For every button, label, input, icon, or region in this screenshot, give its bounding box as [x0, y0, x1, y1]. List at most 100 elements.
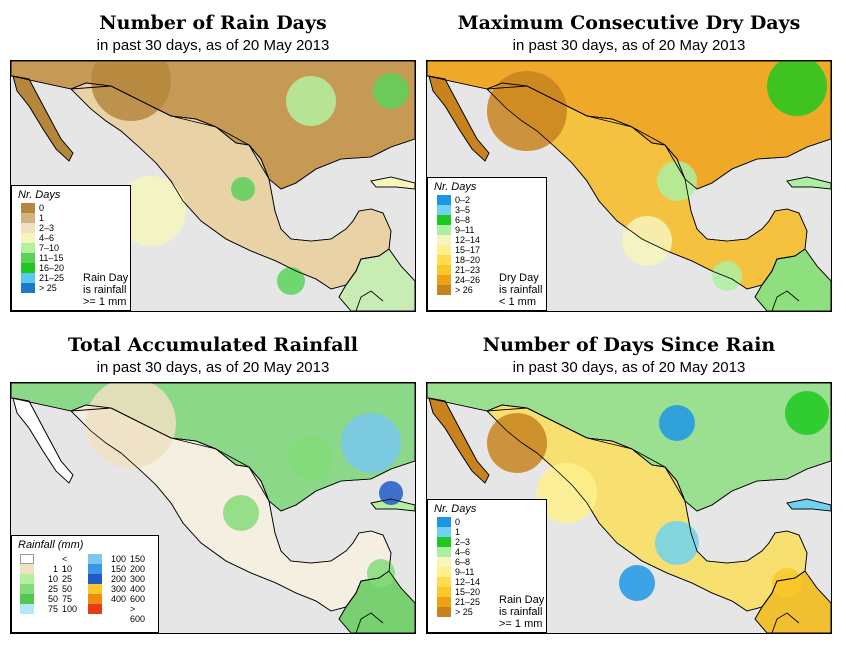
state-border: [771, 612, 800, 633]
legend-label: 21–25: [39, 273, 65, 283]
panel-rain-days: Number of Rain Days in past 30 days, as …: [10, 12, 416, 312]
legend-range-low: 25: [47, 584, 58, 594]
legend-swatch: [437, 517, 451, 527]
legend-range-high: 600: [130, 594, 146, 604]
data-cluster: [231, 177, 255, 201]
legend-range-low: 300: [110, 584, 126, 594]
coastline: [486, 82, 808, 290]
legend-item: 0–2: [428, 195, 546, 205]
legend-item: 18–20: [428, 255, 546, 265]
legend-swatch: [437, 285, 451, 295]
legend-label: 12–14: [455, 235, 481, 245]
legend-title: Nr. Days: [434, 181, 477, 193]
legend-item: 24–26: [428, 275, 546, 285]
note-line: >= 1 mm: [499, 618, 543, 630]
legend-label: 12–14: [455, 577, 481, 587]
region-baja: [12, 75, 74, 162]
coastline: [70, 404, 392, 612]
data-cluster: [657, 161, 697, 201]
state-border: [761, 255, 796, 286]
legend-item: 2–3: [428, 537, 546, 547]
map-since-rain[interactable]: Nr. Days 0 1 2–3 4–6 6–8 9–11 12–14 15–20 21–25 >…: [426, 382, 832, 634]
legend-swatch: [437, 195, 451, 205]
legend-swatch: [20, 604, 34, 614]
legend-swatch: [20, 564, 34, 574]
data-cluster: [223, 495, 259, 531]
panel-title: Total Accumulated Rainfall: [68, 334, 358, 356]
map-borders: [427, 383, 831, 633]
legend-label: 0: [39, 203, 45, 213]
legend-label: > 26: [455, 285, 473, 295]
coastline: [12, 397, 74, 484]
state-border: [345, 577, 380, 608]
map-land: [11, 61, 415, 311]
data-cluster: [487, 71, 567, 151]
data-cluster: [379, 481, 403, 505]
note-line: Dry Day: [499, 272, 539, 284]
legend-title: Nr. Days: [18, 189, 61, 201]
panel-total-rain: Total Accumulated Rainfall in past 30 da…: [10, 334, 416, 634]
legend-item: 21–23: [428, 265, 546, 275]
legend-item: 1: [12, 213, 130, 223]
legend-item: 21–25: [12, 273, 130, 283]
data-cluster: [712, 261, 742, 291]
legend-swatch: [20, 584, 34, 594]
legend-range-low: 400: [110, 594, 126, 604]
legend-range-high: 75: [62, 594, 73, 604]
legend-swatch: [437, 527, 451, 537]
panel-subtitle: in past 30 days, as of 20 May 2013: [96, 37, 330, 54]
legend-swatch: [21, 243, 35, 253]
legend-item: > 25: [12, 283, 130, 293]
note-line: is rainfall: [499, 606, 543, 618]
legend-label: 6–8: [455, 215, 471, 225]
legend-swatch: [437, 225, 451, 235]
data-cluster: [537, 463, 597, 523]
legend-label: 0: [455, 517, 461, 527]
data-cluster: [286, 76, 336, 126]
legend-label: 2–3: [39, 223, 55, 233]
state-border: [761, 577, 796, 608]
legend-range-high: 400: [130, 584, 146, 594]
legend-swatch: [437, 587, 451, 597]
coastline: [12, 75, 74, 162]
coastline: [370, 498, 415, 512]
legend-note: Rain Day is rainfall >= 1 mm: [497, 593, 547, 631]
data-cluster: [659, 405, 695, 441]
region-baja: [428, 397, 490, 484]
legend-item: 0: [12, 203, 130, 213]
legend-label: 9–11: [455, 225, 475, 235]
data-cluster: [341, 413, 401, 473]
legend-label: 6–8: [455, 557, 471, 567]
legend-swatch: [437, 567, 451, 577]
legend-swatch: [21, 203, 35, 213]
legend-label: 9–11: [455, 567, 475, 577]
legend-range-high: < 1: [62, 554, 68, 574]
legend-label: 2–3: [455, 537, 471, 547]
map-svg: [427, 383, 831, 633]
map-land: [427, 61, 831, 311]
map-rain-days[interactable]: Nr. Days 0 1 2–3 4–6 7–10 11–15 16–20 21–25 > 25…: [10, 60, 416, 312]
legend-swatch: [21, 273, 35, 283]
legend-item: 11–15: [12, 253, 130, 263]
state-border: [486, 407, 686, 502]
map-total-rain[interactable]: Rainfall (mm) < 1 1 10 10 25 25 50 50 75 75 100 10…: [10, 382, 416, 634]
legend-item: 12–14: [428, 235, 546, 245]
data-cluster: [487, 413, 547, 473]
legend-swatch: [437, 607, 451, 617]
legend-rows: 0 1 2–3 4–6 6–8 9–11 12–14 15–20 21–25 > 25: [428, 517, 546, 617]
state-border: [771, 290, 800, 311]
note-line: Rain Day: [499, 594, 545, 606]
legend-title: Nr. Days: [434, 503, 477, 515]
legend-rows: 0 1 2–3 4–6 7–10 11–15 16–20 21–25 > 25: [12, 203, 130, 293]
map-dry-days[interactable]: Nr. Days 0–2 3–5 6–8 9–11 12–14 15–17 18–20 21–…: [426, 60, 832, 312]
legend-item: > 26: [428, 285, 546, 295]
legend-swatch: [437, 597, 451, 607]
legend-label: 16–20: [39, 263, 65, 273]
legend-range-low: 150: [110, 564, 126, 574]
legend-swatch: [437, 275, 451, 285]
legend-swatch: [437, 205, 451, 215]
legend-label: 1: [455, 527, 461, 537]
data-cluster: [116, 176, 186, 246]
legend-item: 15–17: [428, 245, 546, 255]
note-line: >= 1 mm: [83, 296, 127, 308]
